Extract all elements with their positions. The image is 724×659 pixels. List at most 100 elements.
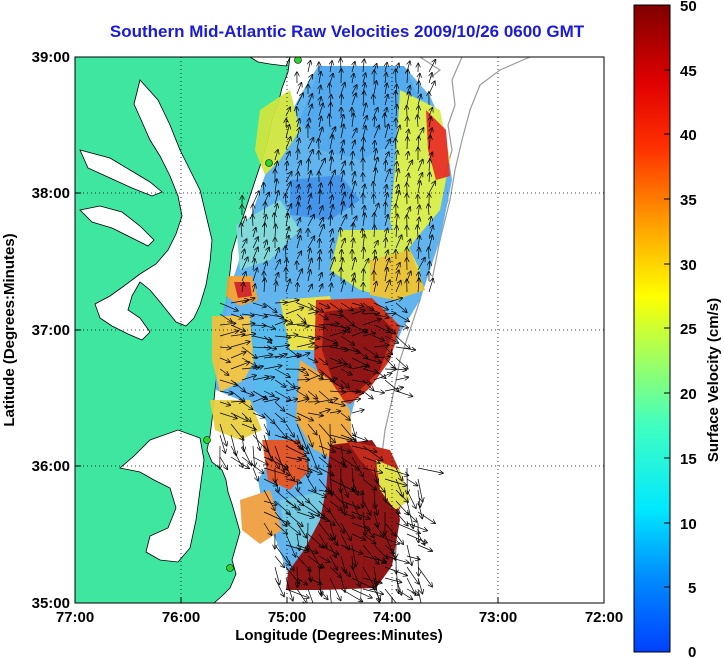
velocity-arrow — [395, 478, 403, 497]
velocity-arrow — [330, 182, 331, 194]
velocity-arrow — [264, 278, 265, 293]
velocity-arrow — [318, 324, 339, 325]
x-tick-labels: 77:00 76:00 75:00 74:00 73:00 72:00 — [56, 609, 623, 626]
colorbar-tick-label: 0 — [688, 644, 696, 659]
velocity-arrow — [319, 117, 321, 128]
colorbar-ticks — [664, 4, 670, 588]
velocity-arrow — [318, 313, 328, 319]
velocity-arrow — [385, 250, 388, 260]
velocity-arrow — [407, 207, 410, 216]
velocity-arrow — [242, 434, 244, 451]
velocity-arrow — [417, 467, 443, 473]
velocity-arrow — [340, 379, 349, 388]
velocity-arrow — [373, 108, 378, 117]
velocity-arrow — [296, 399, 309, 402]
velocity-arrow — [362, 103, 366, 117]
velocity-arrow — [219, 368, 228, 375]
velocity-arrow — [285, 412, 300, 420]
velocity-arrow — [340, 533, 349, 550]
velocity-arrow — [296, 335, 313, 339]
velocity-arrow — [384, 152, 389, 161]
velocity-arrow — [252, 397, 266, 403]
velocity-arrow — [297, 218, 300, 227]
velocity-arrow — [417, 258, 425, 271]
velocity-arrow — [275, 225, 276, 238]
velocity-arrow — [363, 248, 364, 260]
velocity-arrow — [395, 377, 408, 380]
x-tick-label: 77:00 — [56, 609, 94, 626]
velocity-arrow — [374, 117, 375, 128]
velocity-arrow — [362, 379, 373, 390]
velocity-arrow — [418, 181, 420, 194]
velocity-arrow — [318, 390, 332, 403]
velocity-arrow — [330, 239, 333, 249]
velocity-arrow — [263, 412, 274, 423]
velocity-arrow — [406, 522, 427, 531]
velocity-arrow — [429, 173, 430, 183]
velocity-arrow — [418, 489, 420, 507]
velocity-arrow — [253, 284, 255, 293]
velocity-arrow — [384, 478, 407, 486]
velocity-arrow — [285, 544, 309, 552]
velocity-arrow — [352, 114, 354, 128]
velocity-arrow — [384, 125, 388, 139]
colorbar-tick-label: 10 — [680, 516, 697, 533]
velocity-arrow — [340, 456, 359, 470]
velocity-arrow — [296, 412, 313, 421]
velocity-arrow — [384, 577, 401, 582]
velocity-arrow — [307, 336, 320, 339]
velocity-arrow — [296, 161, 301, 172]
velocity-arrow — [351, 182, 355, 194]
y-tick-label: 39:00 — [32, 49, 70, 66]
velocity-arrow — [351, 129, 357, 139]
velocity-arrow — [351, 410, 364, 414]
velocity-arrow — [264, 240, 267, 249]
velocity-arrow — [352, 74, 354, 84]
station-marker — [226, 564, 234, 572]
velocity-arrow — [319, 72, 321, 84]
velocity-arrow — [429, 108, 432, 117]
velocity-arrow — [230, 324, 245, 331]
velocity-arrow — [351, 379, 371, 383]
velocity-arrow — [395, 335, 410, 349]
velocity-arrow — [340, 434, 356, 441]
velocity-arrow — [417, 478, 423, 502]
velocity-arrow — [264, 202, 265, 216]
velocity-arrow — [252, 248, 258, 260]
velocity-arrow — [407, 70, 408, 84]
velocity-arrow — [384, 467, 408, 475]
velocity-arrow — [406, 478, 417, 486]
velocity-arrow — [351, 544, 356, 566]
velocity-arrow — [230, 456, 249, 468]
velocity-arrow — [362, 478, 376, 490]
velocity-arrow — [329, 364, 347, 370]
velocity-arrow — [318, 225, 324, 238]
velocity-arrow — [351, 434, 367, 441]
velocity-arrow — [373, 500, 377, 515]
velocity-arrow — [252, 325, 266, 326]
velocity-arrow — [341, 141, 344, 150]
velocity-arrow — [319, 577, 322, 596]
velocity-arrow — [417, 577, 422, 593]
velocity-arrow — [219, 379, 237, 385]
velocity-arrow — [384, 500, 400, 513]
velocity-arrow — [329, 115, 330, 128]
velocity-arrow — [384, 544, 394, 553]
velocity-arrow — [340, 566, 350, 576]
velocity-arrow — [241, 456, 263, 473]
velocity-arrow — [429, 160, 430, 172]
velocity-arrow — [285, 172, 292, 183]
velocity-arrow — [252, 467, 258, 480]
velocity-arrow — [263, 324, 275, 329]
velocity-arrow — [351, 511, 370, 519]
velocity-arrow — [318, 345, 338, 347]
velocity-arrow — [307, 478, 316, 491]
velocity-arrow — [340, 399, 360, 403]
velocity-arrow — [219, 347, 231, 348]
velocity-arrow — [241, 324, 254, 326]
velocity-arrow — [363, 235, 365, 249]
velocity-arrow — [274, 248, 279, 260]
velocity-arrow — [340, 324, 350, 332]
velocity-arrow — [418, 555, 419, 576]
velocity-arrow — [406, 511, 417, 522]
